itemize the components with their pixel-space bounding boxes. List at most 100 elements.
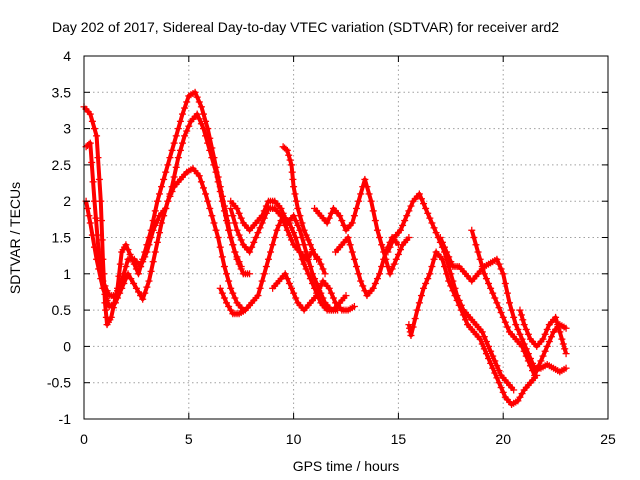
data-point-marker: [424, 275, 432, 283]
data-point-marker: [357, 190, 365, 198]
data-point-marker: [275, 221, 283, 229]
y-tick-labels: -1 -0.5 0 0.5 1 1.5 2 2.5 3 3.5 4: [47, 48, 71, 427]
data-point-marker: [392, 255, 400, 263]
data-point-marker: [227, 284, 235, 292]
data-point-marker: [288, 168, 296, 176]
data-point-marker: [122, 241, 130, 249]
data-point-marker: [158, 183, 166, 191]
data-point-marker: [193, 110, 201, 118]
data-point-marker: [86, 139, 94, 147]
data-point-marker: [151, 221, 159, 229]
data-point-marker: [183, 127, 191, 135]
data-point-marker: [541, 347, 549, 355]
data-point-marker: [151, 207, 159, 215]
data-point-marker: [97, 217, 105, 225]
data-point-marker: [403, 212, 411, 220]
data-point-marker: [489, 364, 497, 372]
data-point-marker: [487, 347, 495, 355]
data-point-marker: [99, 277, 107, 285]
data-point-marker: [216, 284, 224, 292]
series-satellite-track-15: [516, 306, 570, 358]
data-point-marker: [216, 243, 224, 251]
data-point-marker: [93, 132, 101, 140]
data-point-marker: [445, 277, 453, 285]
data-point-marker: [321, 270, 329, 278]
data-point-marker: [208, 212, 216, 220]
data-point-marker: [485, 355, 493, 362]
data-point-marker: [535, 362, 543, 370]
data-point-marker: [348, 219, 356, 227]
data-point-marker: [520, 347, 528, 355]
data-point-marker: [130, 279, 138, 287]
series-satellite-track-3: [82, 110, 245, 300]
data-point-marker: [369, 207, 377, 215]
data-point-marker: [363, 183, 371, 191]
data-point-marker: [554, 321, 562, 329]
data-point-marker: [285, 231, 293, 239]
data-point-marker: [246, 270, 254, 278]
data-point-marker: [447, 282, 455, 290]
data-point-marker: [319, 294, 327, 302]
data-point-marker: [308, 270, 316, 278]
data-point-marker: [524, 357, 532, 365]
data-point-marker: [223, 299, 231, 307]
data-point-marker: [95, 248, 103, 256]
data-point-marker: [149, 258, 157, 266]
data-point-marker: [323, 219, 331, 227]
data-point-marker: [294, 204, 302, 212]
data-point-marker: [505, 299, 513, 307]
data-point-marker: [518, 342, 526, 350]
data-point-marker: [518, 390, 526, 398]
data-point-marker: [267, 248, 275, 256]
data-point-marker: [342, 292, 350, 300]
data-point-marker: [288, 224, 296, 232]
data-point-marker: [90, 197, 98, 205]
series-line: [281, 145, 319, 261]
data-point-marker: [352, 263, 360, 271]
series-line: [469, 229, 568, 378]
data-point-marker: [195, 98, 203, 106]
data-point-marker: [218, 253, 226, 261]
data-point-marker: [313, 292, 321, 300]
data-point-marker: [151, 248, 159, 256]
data-point-marker: [254, 229, 262, 237]
data-point-marker: [202, 132, 210, 140]
data-point-marker: [252, 234, 260, 241]
data-point-marker: [102, 306, 110, 314]
data-point-marker: [103, 287, 111, 295]
data-point-marker: [493, 374, 501, 382]
data-point-marker: [294, 221, 302, 229]
data-point-marker: [547, 333, 555, 341]
series-satellite-track-12: [405, 248, 541, 408]
data-point-marker: [497, 384, 505, 392]
data-point-marker: [181, 104, 189, 112]
data-point-marker: [545, 338, 553, 346]
data-point-marker: [422, 204, 430, 212]
data-point-marker: [248, 243, 256, 251]
data-point-marker: [291, 190, 299, 198]
data-point-marker: [139, 295, 147, 303]
data-point-marker: [88, 158, 96, 166]
data-point-marker: [329, 294, 337, 302]
data-point-marker: [158, 219, 166, 227]
data-point-marker: [552, 313, 560, 321]
data-point-marker: [145, 277, 153, 285]
data-point-marker: [147, 234, 155, 241]
data-point-marker: [85, 140, 93, 148]
data-point-marker: [162, 168, 170, 176]
x-axis-label: GPS time / hours: [293, 458, 400, 474]
data-point-marker: [559, 340, 567, 348]
data-point-marker: [92, 214, 100, 222]
data-point-marker: [153, 197, 161, 205]
data-point-marker: [417, 292, 425, 300]
data-point-marker: [202, 117, 210, 125]
data-point-marker: [225, 277, 233, 285]
data-point-marker: [304, 236, 312, 244]
data-point-marker: [510, 313, 518, 321]
series-satellite-track-14: [468, 226, 570, 379]
data-point-marker: [111, 299, 119, 307]
data-point-marker: [90, 125, 98, 133]
data-point-marker: [489, 289, 497, 297]
data-point-marker: [491, 294, 499, 302]
